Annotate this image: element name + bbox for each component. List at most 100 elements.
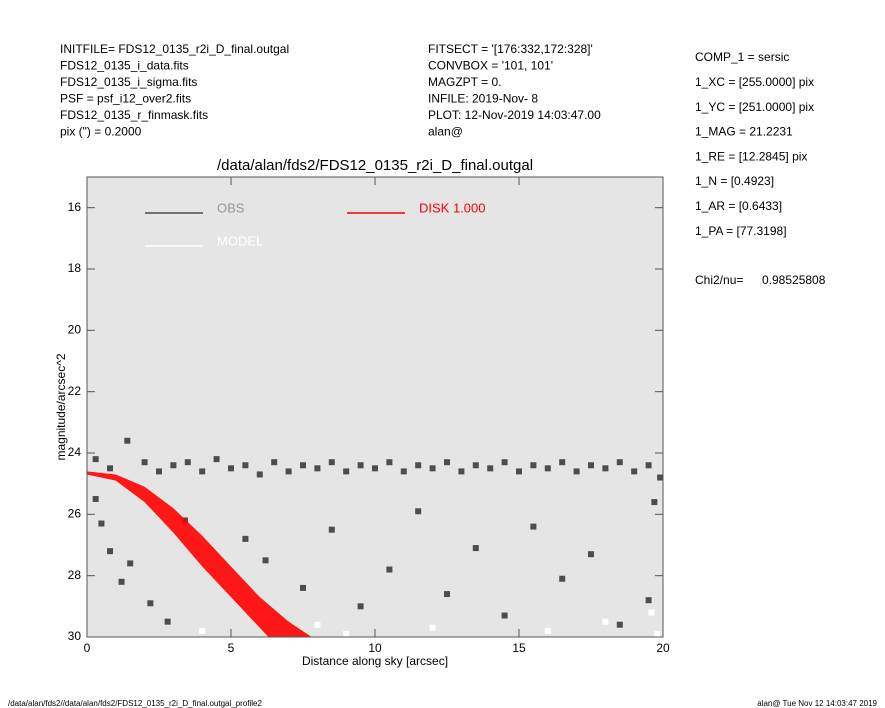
y-axis-label: magnitude/arcsec^2 bbox=[54, 353, 68, 460]
data-point bbox=[357, 462, 364, 469]
data-point bbox=[429, 624, 436, 631]
data-point bbox=[242, 535, 249, 542]
fit-parameter: 1_MAG = 21.2231 bbox=[695, 125, 793, 139]
data-point bbox=[516, 468, 522, 475]
data-point bbox=[654, 630, 661, 637]
x-tick-label: 15 bbox=[512, 641, 526, 655]
data-point bbox=[559, 459, 566, 466]
data-point bbox=[147, 600, 154, 607]
data-point bbox=[213, 456, 220, 463]
data-point bbox=[118, 578, 125, 585]
x-axis-label: Distance along sky [arcsec] bbox=[302, 654, 448, 668]
x-tick-label: 5 bbox=[228, 641, 235, 655]
data-point bbox=[588, 551, 594, 558]
header-middle-line: MAGZPT = 0. bbox=[428, 75, 501, 89]
header-left-line: FDS12_0135_i_data.fits bbox=[60, 59, 189, 73]
x-tick-label: 10 bbox=[368, 641, 382, 655]
data-point bbox=[199, 627, 206, 634]
data-point bbox=[530, 523, 537, 530]
chi2-value: 0.98525808 bbox=[762, 273, 826, 287]
data-point bbox=[228, 465, 234, 472]
data-point bbox=[559, 575, 566, 582]
data-point bbox=[415, 508, 422, 515]
data-point bbox=[271, 459, 278, 466]
y-tick-label: 26 bbox=[68, 507, 82, 521]
data-point bbox=[314, 465, 321, 472]
data-point bbox=[343, 630, 350, 637]
x-tick-label: 0 bbox=[84, 641, 91, 655]
chart-title: /data/alan/fds2/FDS12_0135_r2i_D_final.o… bbox=[217, 157, 533, 174]
data-point bbox=[242, 462, 249, 469]
plot-content bbox=[87, 437, 663, 637]
data-point bbox=[92, 456, 99, 463]
fit-parameter: 1_YC = [251.0000] pix bbox=[695, 100, 814, 114]
data-point bbox=[602, 618, 609, 625]
data-point bbox=[184, 459, 191, 466]
data-point bbox=[657, 474, 663, 481]
fit-parameter: 1_PA = [77.3198] bbox=[695, 224, 787, 238]
data-point bbox=[343, 468, 350, 475]
data-point bbox=[645, 597, 652, 604]
data-point bbox=[164, 618, 171, 625]
data-point bbox=[127, 560, 134, 567]
data-point bbox=[141, 459, 148, 466]
data-point bbox=[544, 465, 551, 472]
data-point bbox=[415, 462, 422, 469]
x-tick-label: 20 bbox=[656, 641, 670, 655]
data-point bbox=[300, 584, 306, 591]
data-point bbox=[124, 437, 131, 444]
legend-label: DISK 1.000 bbox=[419, 200, 486, 215]
data-point bbox=[357, 603, 364, 610]
data-point bbox=[501, 459, 508, 466]
data-point bbox=[107, 465, 114, 472]
y-tick-label: 16 bbox=[68, 200, 82, 214]
data-point bbox=[170, 462, 177, 469]
header-left-line: pix (") = 0.2000 bbox=[60, 125, 142, 139]
header-left-line: PSF = psf_i12_over2.fits bbox=[60, 92, 191, 106]
data-point bbox=[256, 471, 263, 478]
data-point bbox=[92, 496, 99, 502]
data-point bbox=[458, 468, 465, 475]
data-point bbox=[602, 465, 609, 472]
data-point bbox=[429, 465, 436, 472]
header-middle-line: PLOT: 12-Nov-2019 14:03:47.00 bbox=[428, 108, 601, 122]
data-point bbox=[300, 462, 306, 469]
header-middle-line: CONVBOX = '101, 101' bbox=[428, 59, 553, 73]
data-point bbox=[501, 612, 508, 619]
y-tick-label: 24 bbox=[68, 445, 82, 459]
data-point bbox=[262, 557, 269, 564]
data-point bbox=[530, 462, 537, 469]
data-point bbox=[372, 465, 378, 472]
data-point bbox=[98, 520, 105, 527]
header-left-line: INITFILE= FDS12_0135_r2i_D_final.outgal bbox=[60, 42, 289, 56]
fit-parameter: 1_N = [0.4923] bbox=[695, 174, 774, 188]
footer-right: alan@ Tue Nov 12 14:03:47 2019 bbox=[757, 699, 877, 708]
data-point bbox=[651, 499, 658, 506]
data-point bbox=[107, 548, 114, 555]
data-point bbox=[588, 462, 594, 469]
footer-left: /data/alan/fds2//data/alan/fds2/FDS12_01… bbox=[8, 699, 263, 708]
y-tick-label: 28 bbox=[68, 568, 82, 582]
data-point bbox=[400, 468, 407, 475]
header-left-line: FDS12_0135_r_finmask.fits bbox=[60, 108, 208, 122]
data-point bbox=[328, 526, 335, 533]
fit-parameter: 1_AR = [0.6433] bbox=[695, 199, 782, 213]
data-point bbox=[386, 459, 393, 466]
chi2-label: Chi2/nu= bbox=[695, 273, 743, 287]
data-point bbox=[631, 468, 638, 475]
fit-parameter: 1_RE = [12.2845] pix bbox=[695, 149, 807, 163]
data-point bbox=[648, 609, 655, 616]
data-point bbox=[472, 545, 479, 552]
data-point bbox=[573, 468, 580, 475]
y-tick-label: 30 bbox=[68, 629, 82, 643]
data-point bbox=[328, 459, 335, 466]
y-tick-label: 18 bbox=[68, 261, 82, 275]
data-point bbox=[616, 459, 623, 466]
y-tick-label: 22 bbox=[68, 384, 82, 398]
legend-label: MODEL bbox=[217, 233, 263, 248]
data-point bbox=[544, 627, 551, 634]
fit-parameter: 1_XC = [255.0000] pix bbox=[695, 75, 814, 89]
header-middle-line: alan@ bbox=[428, 125, 463, 139]
